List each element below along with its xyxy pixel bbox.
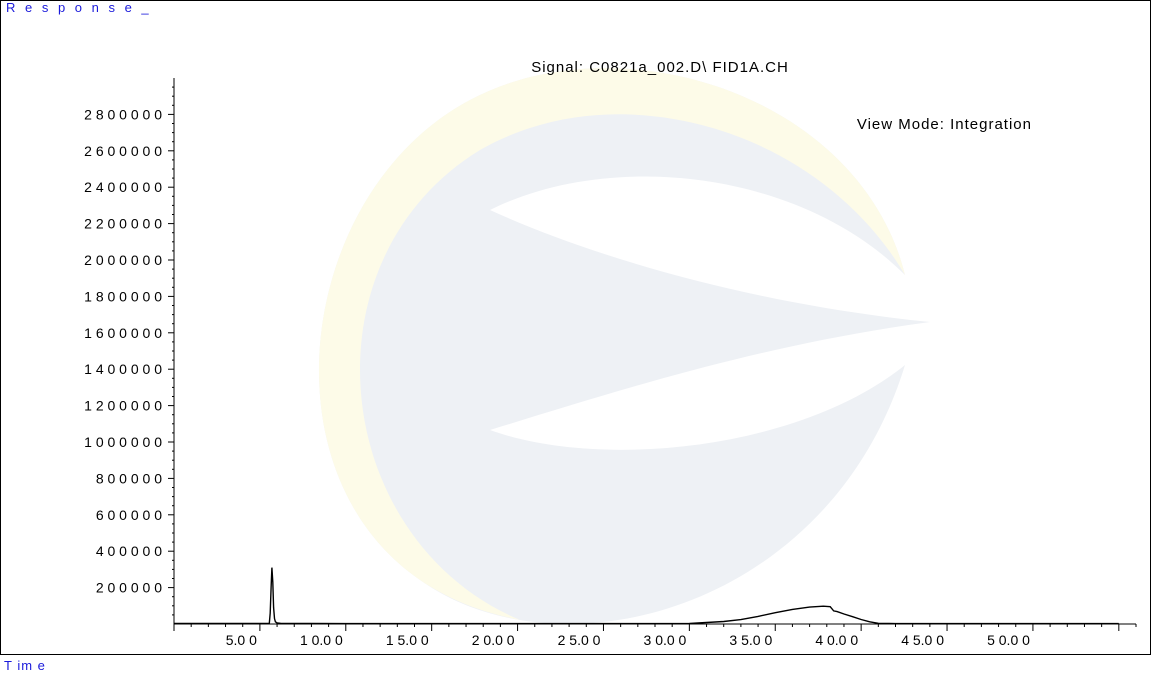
chart-title: Signal: C0821a_002.D\ FID1A.CH: [531, 59, 789, 76]
y-tick-label: 2 6 0 0 0 0 0: [84, 143, 162, 159]
y-tick-label: 4 0 0 0 0 0: [96, 543, 162, 559]
x-tick-label: 4 5.0 0: [901, 632, 944, 648]
y-axis-label: R e s p o n s e _: [6, 0, 152, 15]
y-tick-label: 2 8 0 0 0 0 0: [84, 106, 162, 122]
x-tick-label: 3 5.0 0: [729, 632, 772, 648]
y-tick-label: 1 0 0 0 0 0 0: [84, 434, 162, 450]
y-tick-label: 1 8 0 0 0 0 0: [84, 288, 162, 304]
x-axis-label: T im e: [4, 658, 46, 673]
signal-trace: [174, 567, 1119, 625]
y-tick-label: 2 4 0 0 0 0 0: [84, 179, 162, 195]
x-tick-label: 3 0.0 0: [644, 632, 687, 648]
y-tick-label: 1 2 0 0 0 0 0: [84, 398, 162, 414]
view-mode-label: View Mode: Integration: [857, 116, 1032, 133]
x-tick-label: 2 0.0 0: [472, 632, 515, 648]
y-tick-label: 6 0 0 0 0 0: [96, 507, 162, 523]
x-tick-label: 1 5.0 0: [386, 632, 429, 648]
y-axis: 2 0 0 0 0 0 4 0 0 0 0 0 6 0 0 0 0 0 8 0 0 0…: [84, 78, 175, 624]
y-tick-label: 2 0 0 0 0 0: [96, 580, 162, 596]
x-axis: 5.0 0 1 0.0 0 1 5.0 0 2 0.0 0 2 5.0 0 3 0.0 0…: [173, 623, 1137, 648]
x-tick-label: 5 0.0 0: [987, 632, 1030, 648]
y-tick-label: 2 0 0 0 0 0 0: [84, 252, 162, 268]
y-tick-label: 1 4 0 0 0 0 0: [84, 361, 162, 377]
signal-traces: [174, 567, 1119, 625]
x-tick-label: 1 0.0 0: [300, 632, 343, 648]
x-tick-label: 5.0 0: [226, 632, 257, 648]
y-tick-label: 8 0 0 0 0 0: [96, 470, 162, 486]
x-tick-label: 4 0.0 0: [815, 632, 858, 648]
watermark-logo-shape: [318, 68, 930, 624]
y-tick-label: 1 6 0 0 0 0 0: [84, 325, 162, 341]
x-tick-label: 2 5.0 0: [558, 632, 601, 648]
y-tick-label: 2 2 0 0 0 0 0: [84, 216, 162, 232]
